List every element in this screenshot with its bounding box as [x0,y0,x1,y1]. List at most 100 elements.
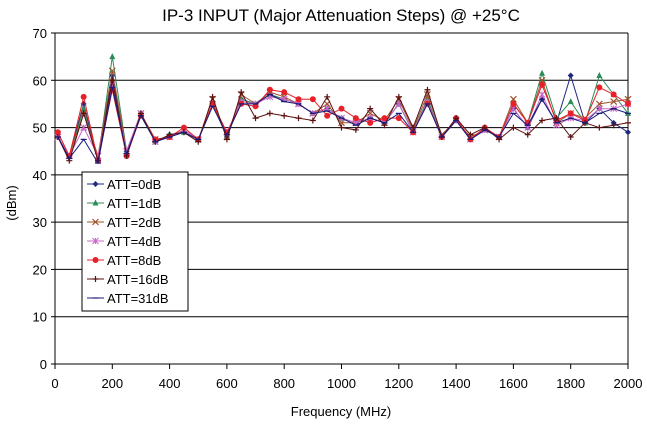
y-tick-label: 60 [33,73,47,88]
data-point [567,110,574,117]
legend-item: ATT=1dB [87,196,161,211]
data-point [338,105,345,112]
legend-label: ATT=1dB [107,196,161,211]
data-point [266,110,273,117]
series-att-31db [54,86,631,165]
data-point [610,122,617,129]
data-point [596,84,603,91]
x-tick-label: 1600 [499,376,528,391]
data-point [510,100,517,107]
x-tick-label: 400 [159,376,181,391]
x-tick-label: 0 [51,376,58,391]
x-tick-label: 200 [101,376,123,391]
data-point [295,96,302,103]
y-axis-title: (dBm) [4,185,19,220]
data-point [80,124,88,131]
data-point [467,131,474,138]
data-point [395,115,402,122]
y-tick-label: 20 [33,262,47,277]
legend-label: ATT=0dB [107,177,161,192]
data-point [524,131,531,138]
data-point [625,100,631,107]
data-point [352,115,359,122]
x-tick-label: 1800 [556,376,585,391]
data-point [54,129,61,136]
legend-item: ATT=8dB [87,253,161,268]
data-point [266,86,273,93]
x-tick-label: 1000 [327,376,356,391]
data-point [539,82,546,89]
data-point [324,112,331,119]
legend-swatch-marker [92,181,99,187]
legend-swatch-marker [92,276,99,282]
data-point [610,98,618,105]
legend-item: ATT=16dB [87,272,169,287]
legend-swatch-marker [92,218,99,226]
legend-swatch-marker [92,237,99,245]
x-tick-label: 2000 [614,376,643,391]
data-point [80,110,87,117]
series-group [54,53,632,165]
data-point [180,124,187,131]
y-tick-label: 0 [40,357,47,372]
data-point [109,77,116,84]
y-axis-ticks: 0 10 20 30 40 50 60 70 [33,26,55,372]
legend-item: ATT=0dB [87,177,161,192]
x-tick-label: 800 [273,376,295,391]
data-point [381,115,388,122]
x-tick-label: 1200 [384,376,413,391]
data-point [625,129,631,136]
data-point [596,124,603,131]
data-point [338,124,345,131]
data-point [109,53,116,60]
x-tick-label: 600 [216,376,238,391]
data-point [352,126,359,133]
data-point [281,89,288,96]
y-tick-label: 50 [33,121,47,136]
data-point [309,96,316,103]
data-point [238,89,245,96]
data-point [324,93,331,100]
data-point [209,93,216,100]
data-point [595,105,603,113]
legend-swatch-marker [92,199,99,206]
data-point [395,93,402,100]
y-tick-label: 10 [33,310,47,325]
legend-label: ATT=4dB [107,234,161,249]
data-point [80,105,87,112]
data-point [553,115,560,122]
data-point [567,72,574,79]
data-point [625,119,631,126]
legend-item: ATT=4dB [87,234,161,249]
legend: ATT=0dB ATT=1dB ATT=2dB ATT=4dB ATT=8dB ATT=1… [81,171,189,312]
legend-label: ATT=16dB [107,272,169,287]
data-point [309,117,316,124]
data-point [538,91,546,98]
legend-label: ATT=8dB [107,253,161,268]
x-axis-title: Frequency (MHz) [291,404,391,419]
data-point [567,98,574,105]
data-point [367,119,374,126]
data-point [424,86,431,93]
data-point [108,67,116,75]
data-point [509,95,517,103]
data-point [295,115,302,122]
data-point [538,76,546,84]
data-point [567,134,574,141]
data-point [367,105,374,112]
y-tick-label: 30 [33,215,47,230]
legend-item: ATT=2dB [87,215,161,230]
data-point [510,124,517,131]
data-point [252,103,259,110]
data-point [281,112,288,119]
legend-label: ATT=2dB [107,215,161,230]
x-tick-label: 1400 [442,376,471,391]
data-point [539,69,546,76]
x-axis-ticks: 0 200 400 600 800 1000 1200 1400 1600 1800 2000 [51,364,642,391]
data-point [596,72,603,79]
data-point [610,91,617,98]
y-tick-label: 70 [33,26,47,41]
data-point [252,115,259,122]
